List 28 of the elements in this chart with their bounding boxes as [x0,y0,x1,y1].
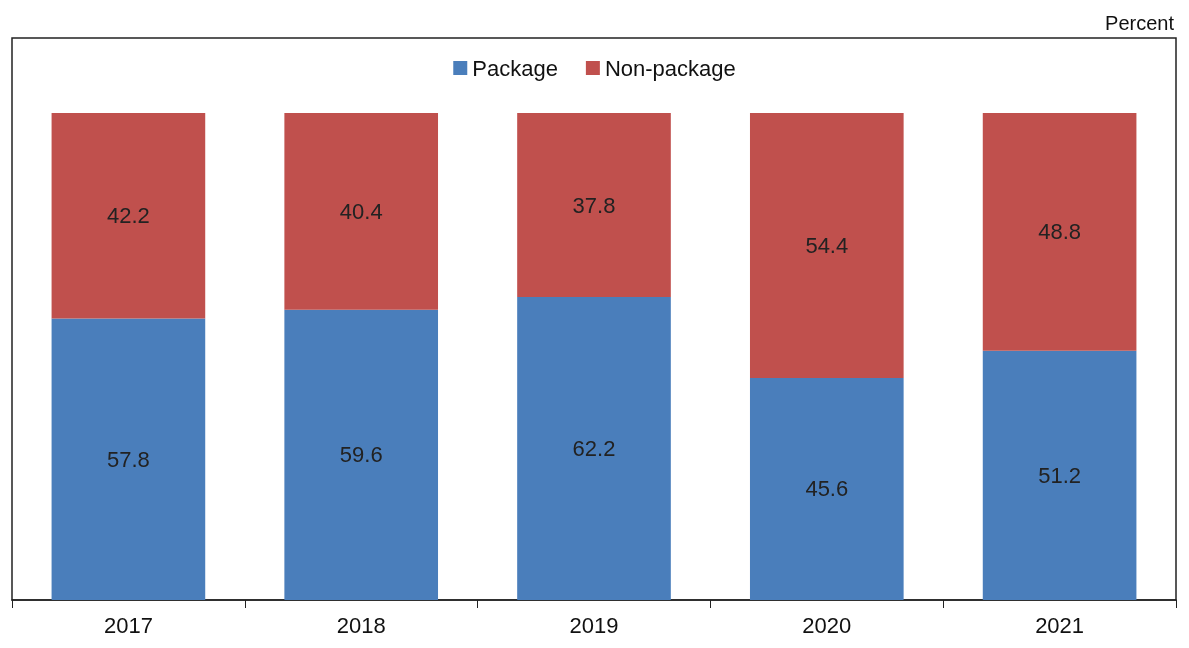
legend-label: Non-package [604,55,736,81]
data-label: 42.2 [106,203,150,229]
data-label: 37.8 [572,192,616,218]
x-tick-label: 2020 [802,612,852,638]
y-axis-title: Percent [1105,12,1175,34]
legend-label: Package [472,55,558,81]
data-label: 48.8 [1038,219,1082,245]
data-label: 59.6 [339,442,383,468]
bar [284,309,439,600]
bar [517,113,671,298]
bar [982,113,1137,351]
bar [51,318,206,600]
data-label: 45.6 [805,476,849,502]
data-label: 57.8 [106,446,150,472]
data-label: 62.2 [572,436,616,462]
x-tick-label: 2017 [103,612,153,638]
data-label: 40.4 [339,198,383,224]
bar [982,350,1137,600]
bar [51,113,206,319]
data-label: 54.4 [805,232,849,258]
data-label: 51.2 [1038,462,1082,488]
x-tick-label: 2018 [336,612,386,638]
bar [517,297,671,600]
x-tick-label: 2019 [569,612,619,638]
bar [749,113,904,378]
bar [284,113,439,310]
x-tick-label: 2021 [1035,612,1085,638]
bar [749,377,904,600]
